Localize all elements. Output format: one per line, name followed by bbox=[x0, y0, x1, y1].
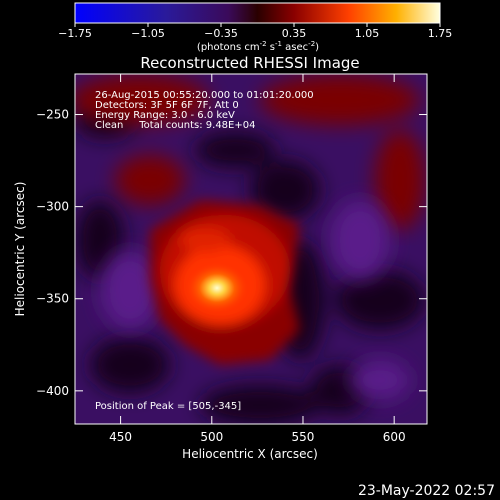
info-line-time: 26-Aug-2015 00:55:20.000 to 01:01:20.000 bbox=[95, 90, 314, 101]
axis-ticks: 450 500 550 600 −250 −300 −350 −400 bbox=[36, 74, 427, 444]
plot-frame bbox=[74, 73, 428, 425]
colorbar-units: (photons cm-2 s-1 asec-2) bbox=[197, 40, 319, 53]
colorbar bbox=[74, 2, 441, 24]
timestamp: 23-May-2022 02:57 bbox=[358, 483, 495, 499]
colorbar-ticks: −1.75 −1.05 −0.35 0.35 1.05 1.75 bbox=[58, 23, 452, 40]
colorbar-tick-label: −1.05 bbox=[131, 27, 165, 40]
colorbar-tick-label: 1.75 bbox=[428, 27, 453, 40]
x-tick-label: 500 bbox=[200, 430, 223, 444]
y-tick-label: −400 bbox=[36, 384, 69, 398]
y-tick-label: −350 bbox=[36, 292, 69, 306]
colorbar-tick-label: −1.75 bbox=[58, 27, 92, 40]
x-tick-label: 600 bbox=[383, 430, 406, 444]
peak-position-label: Position of Peak = [505,-345] bbox=[95, 401, 241, 412]
chart-title: Reconstructed RHESSI Image bbox=[140, 54, 359, 72]
y-tick-label: −300 bbox=[36, 200, 69, 214]
info-line-detectors: Detectors: 3F 5F 6F 7F, Att 0 bbox=[95, 100, 239, 111]
y-tick-label: −250 bbox=[36, 108, 69, 122]
x-axis-label: Heliocentric X (arcsec) bbox=[182, 447, 318, 461]
y-axis-label: Heliocentric Y (arcsec) bbox=[13, 182, 27, 317]
colorbar-tick-label: −0.35 bbox=[204, 27, 238, 40]
colorbar-tick-label: 0.35 bbox=[282, 27, 307, 40]
heatmap-image bbox=[75, 74, 427, 424]
info-annotation: 26-Aug-2015 00:55:20.000 to 01:01:20.000… bbox=[95, 90, 314, 131]
info-line-counts: Clean Total counts: 9.48E+04 bbox=[95, 120, 255, 131]
x-tick-label: 450 bbox=[109, 430, 132, 444]
x-tick-label: 550 bbox=[292, 430, 315, 444]
colorbar-tick-label: 1.05 bbox=[355, 27, 380, 40]
info-line-energy: Energy Range: 3.0 - 6.0 keV bbox=[95, 110, 235, 121]
